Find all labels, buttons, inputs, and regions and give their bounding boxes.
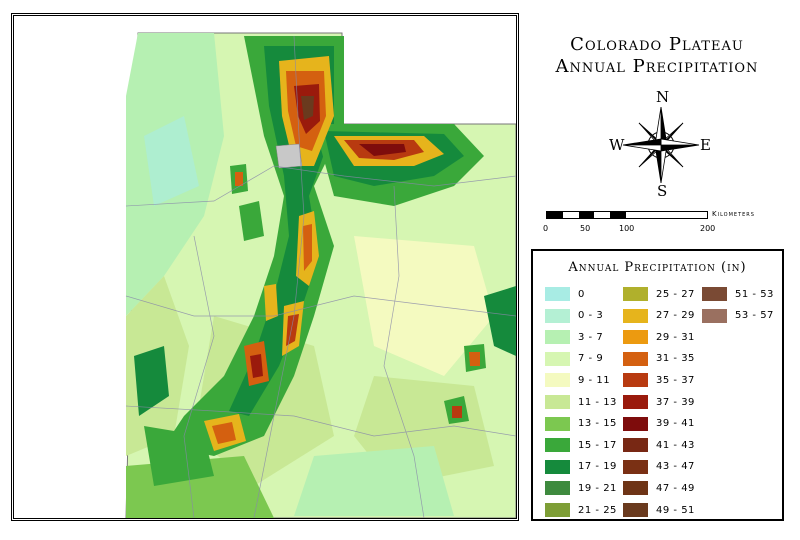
legend-label: 39 - 41 (656, 418, 695, 430)
scale-tick-label: 0 (543, 224, 549, 233)
scale-bar (546, 211, 708, 219)
compass-rose-icon: N S E W (606, 88, 716, 203)
legend-item: 29 - 31 (623, 330, 695, 345)
legend-item: 31 - 35 (623, 351, 695, 366)
legend-swatch (545, 459, 570, 474)
compass-north-label: N (656, 88, 670, 106)
legend-label: 19 - 21 (578, 482, 617, 494)
legend-label: 37 - 39 (656, 396, 695, 408)
legend-item: 7 - 9 (545, 351, 604, 366)
legend-label: 29 - 31 (656, 331, 695, 343)
legend-item: 9 - 11 (545, 373, 611, 388)
legend-label: 13 - 15 (578, 418, 617, 430)
legend-swatch (623, 438, 648, 453)
legend-swatch (545, 416, 570, 431)
legend-swatch (623, 459, 648, 474)
legend-item: 35 - 37 (623, 373, 695, 388)
scale-tick-label: 200 (700, 224, 716, 233)
legend-item: 51 - 53 (702, 287, 774, 301)
legend-label: 43 - 47 (656, 461, 695, 473)
legend-label: 7 - 9 (578, 353, 604, 365)
legend-swatch (623, 503, 648, 517)
legend-swatch (545, 373, 570, 388)
legend-item: 41 - 43 (623, 438, 695, 453)
scale-units-label: Kilometers (712, 210, 755, 218)
legend-swatch (545, 308, 570, 323)
legend-item: 37 - 39 (623, 395, 695, 409)
legend-item: 19 - 21 (545, 481, 617, 496)
legend-swatch (545, 330, 570, 345)
scale-tick-label: 50 (580, 224, 591, 233)
legend-swatch (545, 395, 570, 409)
legend-swatch (623, 308, 648, 323)
legend: Annual Precipitation (in) 0 0 - 3 3 - 7 7 -… (531, 249, 784, 521)
compass-west-label: W (609, 136, 625, 154)
legend-swatch (623, 395, 648, 409)
legend-swatch (623, 351, 648, 366)
legend-item: 27 - 29 (623, 308, 695, 323)
legend-item: 15 - 17 (545, 438, 617, 453)
legend-swatch (545, 481, 570, 496)
legend-item: 17 - 19 (545, 459, 617, 474)
legend-swatch (545, 438, 570, 453)
legend-item: 43 - 47 (623, 459, 695, 474)
legend-label: 3 - 7 (578, 331, 604, 343)
legend-label: 9 - 11 (578, 374, 611, 386)
map-title-line2: Annual Precipitation (555, 56, 759, 77)
legend-item: 49 - 51 (623, 503, 695, 517)
legend-label: 21 - 25 (578, 504, 617, 516)
legend-label: 47 - 49 (656, 482, 695, 494)
legend-swatch (702, 308, 727, 323)
legend-title: Annual Precipitation (in) (568, 260, 747, 275)
legend-swatch (623, 330, 648, 345)
legend-label: 49 - 51 (656, 504, 695, 516)
legend-label: 15 - 17 (578, 439, 617, 451)
legend-item: 13 - 15 (545, 416, 617, 431)
legend-swatch (702, 287, 727, 301)
legend-item: 3 - 7 (545, 330, 604, 345)
legend-label: 53 - 57 (735, 310, 774, 322)
legend-item: 47 - 49 (623, 481, 695, 496)
compass-east-label: E (700, 136, 711, 154)
legend-label: 0 - 3 (578, 310, 604, 322)
legend-label: 25 - 27 (656, 288, 695, 300)
precipitation-map[interactable] (14, 16, 516, 518)
legend-label: 0 (578, 288, 585, 300)
legend-label: 35 - 37 (656, 374, 695, 386)
legend-label: 27 - 29 (656, 310, 695, 322)
legend-item: 53 - 57 (702, 308, 774, 323)
legend-label: 51 - 53 (735, 288, 774, 300)
legend-item: 0 - 3 (545, 308, 604, 323)
legend-swatch (623, 373, 648, 388)
legend-swatch (623, 416, 648, 431)
compass-south-label: S (657, 182, 668, 200)
map-title-line1: Colorado Plateau (570, 34, 744, 55)
legend-label: 11 - 13 (578, 396, 617, 408)
legend-label: 17 - 19 (578, 461, 617, 473)
legend-item: 11 - 13 (545, 395, 617, 409)
legend-item: 39 - 41 (623, 416, 695, 431)
legend-item: 0 (545, 287, 585, 301)
legend-label: 41 - 43 (656, 439, 695, 451)
legend-swatch (623, 481, 648, 496)
legend-swatch (545, 503, 570, 517)
legend-swatch (545, 351, 570, 366)
scale-tick-label: 100 (619, 224, 635, 233)
legend-swatch (545, 287, 570, 301)
legend-item: 25 - 27 (623, 287, 695, 301)
legend-item: 21 - 25 (545, 503, 617, 517)
map-frame (11, 13, 519, 521)
legend-swatch (623, 287, 648, 301)
legend-label: 31 - 35 (656, 353, 695, 365)
